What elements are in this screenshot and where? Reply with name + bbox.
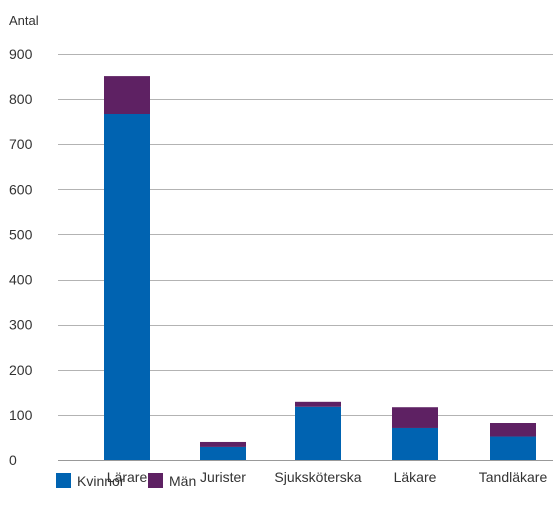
x-category-label: Tandläkare [479, 469, 548, 485]
y-axis-title: Antal [9, 13, 39, 28]
bar-segment [392, 407, 438, 428]
x-category-label: Lärare [107, 469, 148, 485]
x-category-label: Läkare [394, 469, 437, 485]
y-tick-label: 900 [9, 46, 33, 62]
y-tick-label: 0 [9, 452, 17, 468]
y-tick-label: 100 [9, 407, 33, 423]
x-axis-categories: Lärare Jurister Sjuksköterska Läkare Tandläk… [107, 469, 548, 485]
bar-segment [295, 401, 341, 407]
bar-segment [490, 423, 536, 437]
y-tick-label: 600 [9, 181, 33, 197]
legend-label: Män [169, 473, 196, 489]
bar-segment [200, 441, 246, 447]
bar-segment [490, 436, 536, 460]
y-tick-label: 700 [9, 136, 33, 152]
y-tick-label: 400 [9, 272, 33, 288]
legend-swatch [56, 473, 71, 488]
y-tick-label: 800 [9, 91, 33, 107]
legend-swatch [148, 473, 163, 488]
bar-segment [295, 406, 341, 460]
x-category-label: Sjuksköterska [274, 469, 361, 485]
y-axis-ticks: 0 100 200 300 400 500 600 700 800 900 [9, 46, 33, 468]
bar-segment [104, 76, 150, 114]
y-tick-label: 200 [9, 362, 33, 378]
y-tick-label: 500 [9, 226, 33, 242]
bar-segment [104, 113, 150, 461]
x-category-label: Jurister [200, 469, 246, 485]
y-tick-label: 300 [9, 317, 33, 333]
bar-segment [392, 427, 438, 460]
bars [104, 76, 536, 461]
bar-segment [200, 446, 246, 460]
legend-label: Kvinnor [77, 473, 125, 489]
legend: Kvinnor Män [56, 473, 196, 489]
